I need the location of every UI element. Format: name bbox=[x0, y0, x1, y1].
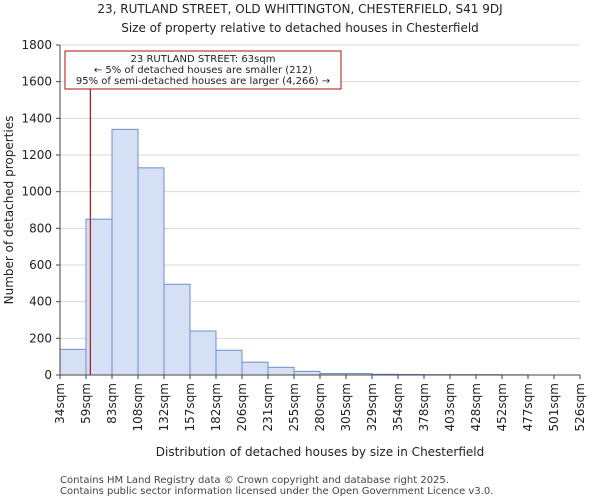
x-axis-label: Distribution of detached houses by size … bbox=[156, 445, 484, 459]
bar bbox=[267, 366, 295, 376]
x-tick-label: 428sqm bbox=[469, 383, 483, 431]
x-tick-label: 132sqm bbox=[157, 383, 171, 431]
y-tick-label: 600 bbox=[29, 258, 52, 272]
annotation-line-3: 95% of semi-detached houses are larger (… bbox=[76, 76, 330, 87]
chart-subtitle: Size of property relative to detached ho… bbox=[121, 21, 479, 35]
y-tick-label: 800 bbox=[29, 221, 52, 235]
y-tick-label: 1800 bbox=[21, 38, 52, 52]
x-tick-label: 329sqm bbox=[365, 383, 379, 431]
x-tick-label: 255sqm bbox=[287, 383, 301, 431]
bar bbox=[163, 283, 191, 376]
x-tick-label: 501sqm bbox=[547, 383, 561, 431]
x-tick-label: 305sqm bbox=[339, 383, 353, 431]
bar bbox=[137, 167, 165, 376]
y-axis-label: Number of detached properties bbox=[2, 116, 16, 305]
x-tick-label: 403sqm bbox=[443, 383, 457, 431]
x-tick-label: 477sqm bbox=[521, 383, 535, 431]
y-axis-ticks: 0 200 400 600 800 1000 1200 1400 1600 1800 bbox=[21, 38, 60, 382]
x-tick-label: 157sqm bbox=[183, 383, 197, 431]
y-tick-label: 200 bbox=[29, 331, 52, 345]
footer-line-1: Contains HM Land Registry data © Crown c… bbox=[60, 475, 449, 486]
bar bbox=[215, 349, 243, 376]
annotation-line-1: 23 RUTLAND STREET: 63sqm bbox=[131, 54, 276, 65]
bar bbox=[293, 370, 321, 376]
x-tick-label: 280sqm bbox=[313, 383, 327, 431]
x-tick-label: 34sqm bbox=[53, 383, 67, 424]
annotation-line-2: ← 5% of detached houses are smaller (212… bbox=[94, 65, 312, 76]
x-tick-label: 354sqm bbox=[391, 383, 405, 431]
x-tick-label: 231sqm bbox=[261, 383, 275, 431]
y-tick-label: 1400 bbox=[21, 111, 52, 125]
x-tick-label: 59sqm bbox=[79, 383, 93, 424]
x-tick-label: 83sqm bbox=[105, 383, 119, 424]
bar bbox=[189, 330, 217, 376]
x-tick-label: 526sqm bbox=[573, 383, 587, 431]
x-tick-label: 378sqm bbox=[417, 383, 431, 431]
y-tick-label: 0 bbox=[44, 368, 52, 382]
annotation-frame bbox=[64, 50, 342, 90]
x-tick-label: 108sqm bbox=[131, 383, 145, 431]
y-tick-label: 1200 bbox=[21, 148, 52, 162]
y-tick-label: 1600 bbox=[21, 75, 52, 89]
x-axis-ticks: 34sqm 59sqm 83sqm 108sqm 132sqm 157sqm 182sqm 2… bbox=[53, 375, 587, 431]
x-tick-label: 206sqm bbox=[235, 383, 249, 431]
y-tick-label: 1000 bbox=[21, 185, 52, 199]
footer-line-2: Contains public sector information licen… bbox=[60, 486, 493, 497]
bar bbox=[111, 128, 139, 376]
bar bbox=[241, 361, 269, 376]
bar bbox=[59, 348, 87, 376]
x-tick-label: 452sqm bbox=[495, 383, 509, 431]
x-tick-label: 182sqm bbox=[209, 383, 223, 431]
y-tick-label: 400 bbox=[29, 295, 52, 309]
chart-title: 23, RUTLAND STREET, OLD WHITTINGTON, CHE… bbox=[97, 2, 502, 16]
annotation-box: 23 RUTLAND STREET: 63sqm ← 5% of detache… bbox=[64, 50, 342, 90]
